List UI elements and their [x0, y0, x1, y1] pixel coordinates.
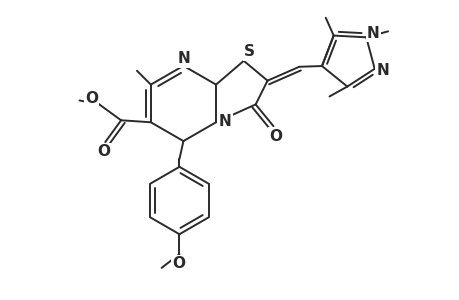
Text: N: N	[375, 63, 388, 78]
Text: S: S	[244, 44, 255, 59]
Text: O: O	[85, 91, 98, 106]
Text: N: N	[366, 26, 379, 41]
Text: N: N	[218, 114, 231, 129]
Text: O: O	[96, 145, 110, 160]
Text: O: O	[269, 129, 281, 144]
Text: O: O	[172, 256, 185, 272]
Text: N: N	[178, 51, 190, 66]
